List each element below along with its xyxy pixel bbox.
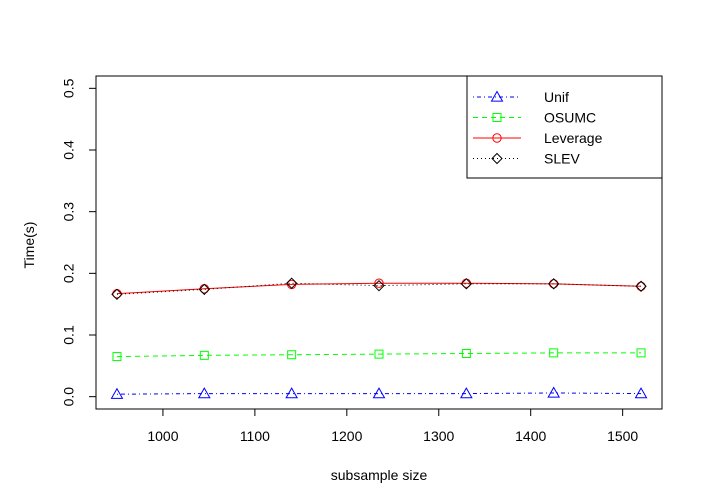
legend-marker-leverage [492, 133, 502, 143]
data-point-osumc [461, 349, 471, 358]
data-point-osumc [374, 349, 384, 359]
data-point-osumc [112, 352, 122, 362]
series-unif [110, 386, 648, 399]
data-point-unif [634, 387, 648, 399]
data-point-slev [285, 277, 298, 289]
legend-marker-osumc [492, 113, 502, 122]
data-point-osumc [636, 348, 646, 358]
data-point-unif [110, 387, 124, 399]
series-line-unif [116, 392, 642, 395]
series-slev [111, 277, 647, 301]
data-point-slev [198, 283, 211, 296]
x-tick-label: 1200 [331, 428, 362, 444]
x-tick-label: 1000 [147, 428, 178, 444]
y-tick-label: 0.0 [61, 387, 77, 407]
data-point-unif [547, 386, 561, 398]
y-tick-label: 0.5 [61, 78, 77, 98]
series-line-osumc [116, 352, 642, 358]
data-point-leverage [374, 278, 384, 288]
data-point-unif [285, 387, 299, 399]
data-point-slev [635, 280, 647, 292]
y-tick-label: 0.2 [61, 263, 77, 283]
data-point-osumc [549, 348, 559, 358]
x-tick-label: 1400 [515, 428, 546, 444]
data-point-slev [373, 279, 385, 292]
x-tick-label: 1300 [423, 428, 454, 444]
x-tick-label: 1100 [240, 428, 270, 444]
legend-marker-unif [490, 90, 504, 102]
y-tick-label: 0.1 [61, 325, 77, 345]
series-osumc [112, 348, 646, 362]
y-tick-label: 0.3 [61, 202, 77, 222]
series-line-leverage [116, 282, 642, 295]
data-point-unif [459, 387, 473, 399]
data-point-unif [197, 387, 211, 399]
y-axis-title: Time(s) [21, 222, 37, 269]
y-tick-label: 0.4 [61, 140, 77, 160]
series-leverage [112, 278, 646, 299]
x-axis-title: subsample size [331, 467, 428, 483]
data-point-slev [460, 278, 473, 290]
data-point-slev [547, 278, 560, 290]
legend-label-osumc: OSUMC [544, 110, 596, 126]
x-tick-label: 1500 [607, 428, 638, 444]
data-point-slev [111, 288, 123, 301]
legend-label-leverage: Leverage [544, 130, 603, 146]
data-point-osumc [199, 350, 209, 360]
legend-label-slev: SLEV [544, 151, 580, 167]
legend-label-unif: Unif [544, 89, 569, 105]
data-point-unif [372, 387, 386, 399]
legend-marker-slev [491, 152, 503, 165]
data-point-osumc [287, 350, 297, 360]
